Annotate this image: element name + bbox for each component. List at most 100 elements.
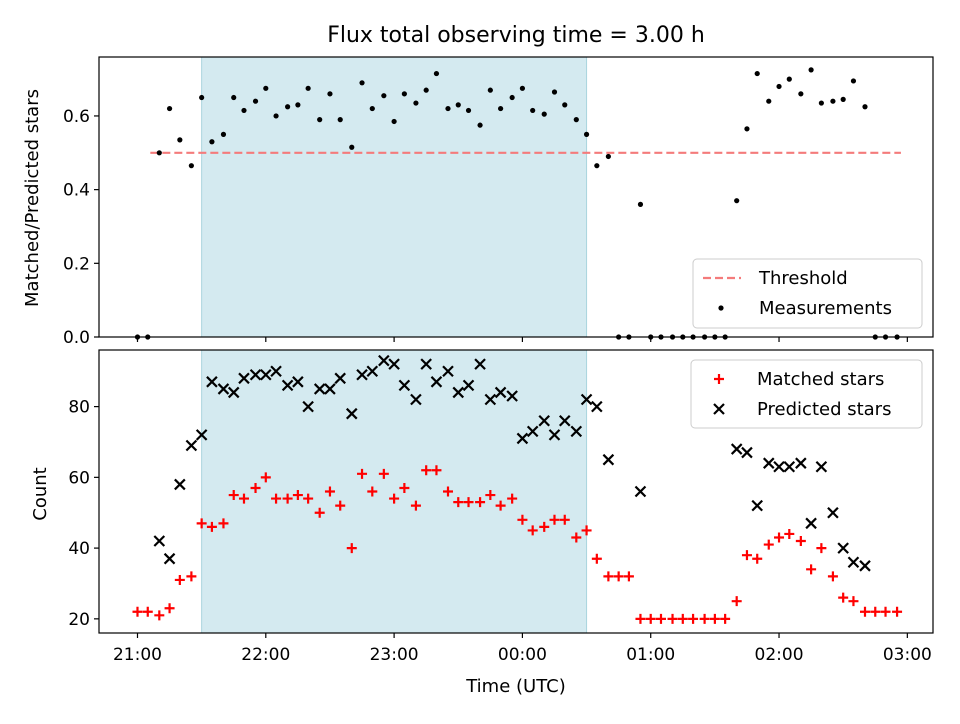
measurement-point xyxy=(188,163,194,169)
predicted-stars-point xyxy=(281,379,294,392)
matched-stars-point xyxy=(453,497,464,508)
matched-stars-point xyxy=(196,518,207,529)
legend-box xyxy=(690,359,923,429)
top-y-tick-label: 0.0 xyxy=(63,328,90,348)
predicted-stars-point xyxy=(847,556,860,569)
measurement-point xyxy=(381,93,387,99)
top-y-tick-label: 0.4 xyxy=(63,181,90,201)
measurement-point xyxy=(498,105,504,112)
predicted-stars-point xyxy=(313,383,326,395)
x-axis-label: Time (UTC) xyxy=(465,676,566,697)
measurement-point xyxy=(541,111,547,117)
predicted-stars-point xyxy=(474,358,486,370)
matched-stars-point xyxy=(827,571,838,582)
measurement-point xyxy=(754,70,760,77)
predicted-stars-point xyxy=(334,372,346,385)
legend-label: Matched stars xyxy=(757,369,884,390)
predicted-stars-point xyxy=(783,460,796,473)
measurement-point xyxy=(273,113,279,119)
predicted-stars-point xyxy=(634,485,647,498)
predicted-stars-point xyxy=(249,368,262,381)
matched-stars-point xyxy=(720,613,731,624)
predicted-stars-point xyxy=(538,414,551,427)
matched-stars-point xyxy=(880,606,891,617)
matched-stars-point xyxy=(367,486,378,497)
measurement-point xyxy=(305,85,311,91)
matched-stars-point xyxy=(485,490,496,501)
measurement-point xyxy=(445,105,451,112)
matched-stars-point xyxy=(357,468,368,479)
predicted-stars-point xyxy=(805,517,817,530)
matched-stars-point xyxy=(410,500,421,511)
matched-stars-point xyxy=(421,465,432,476)
matched-stars-point xyxy=(378,468,389,479)
matched-stars-point xyxy=(495,500,506,511)
matched-stars-point xyxy=(463,497,474,508)
matched-stars-point xyxy=(731,596,742,607)
legend-matched-swatch xyxy=(714,374,724,384)
top-y-tick-label: 0.2 xyxy=(63,254,90,274)
measurement-point xyxy=(583,131,590,137)
matched-stars-point xyxy=(324,486,335,497)
matched-stars-point xyxy=(688,613,699,624)
x-tick-label: 03:00 xyxy=(883,645,932,665)
matched-stars-point xyxy=(186,571,197,582)
x-tick-label: 01:00 xyxy=(626,645,675,665)
matched-stars-point xyxy=(399,482,410,493)
predicted-stars-point xyxy=(591,400,603,413)
predicted-stars-point xyxy=(324,383,336,395)
top-shaded-span xyxy=(201,56,588,338)
bottom-y-tick-label: 20 xyxy=(68,610,90,630)
measurement-point xyxy=(263,85,269,91)
measurement-point xyxy=(830,98,836,104)
predicted-stars-point xyxy=(185,439,198,452)
predicted-stars-point xyxy=(602,453,615,466)
matched-stars-point xyxy=(591,553,602,564)
matched-stars-point xyxy=(228,490,239,501)
measurement-point xyxy=(156,150,162,156)
x-tick-label: 22:00 xyxy=(241,645,290,665)
matched-stars-point xyxy=(507,493,518,504)
matched-stars-point xyxy=(475,497,486,508)
measurement-point xyxy=(573,117,579,123)
predicted-stars-point xyxy=(302,400,314,413)
measurement-point xyxy=(423,87,429,93)
matched-stars-point xyxy=(774,532,785,543)
matched-stars-point xyxy=(282,493,293,504)
predicted-stars-point xyxy=(420,358,432,370)
matched-stars-point xyxy=(250,482,261,493)
predicted-stars-point xyxy=(730,443,743,455)
measurement-point xyxy=(401,91,407,97)
measurement-point xyxy=(241,107,247,114)
x-tick-label: 21:00 xyxy=(113,645,162,665)
x-tick-label: 00:00 xyxy=(498,645,547,665)
predicted-stars-point xyxy=(430,376,443,388)
measurement-point xyxy=(177,137,183,143)
measurement-point xyxy=(509,94,515,101)
predicted-stars-point xyxy=(751,499,763,512)
predicted-stars-point xyxy=(410,393,422,406)
legend-label: Predicted stars xyxy=(757,399,891,420)
matched-stars-point xyxy=(741,550,752,561)
measurement-point xyxy=(327,91,333,97)
predicted-stars-point xyxy=(238,372,250,385)
matched-stars-point xyxy=(174,574,185,585)
predicted-stars-point xyxy=(570,425,583,438)
matched-stars-point xyxy=(816,543,827,554)
measurement-point xyxy=(252,98,259,104)
measurement-point xyxy=(551,89,558,95)
measurement-point xyxy=(433,70,440,77)
matched-stars-point xyxy=(892,606,903,617)
predicted-stars-point xyxy=(837,542,849,554)
matched-stars-point xyxy=(389,493,400,504)
matched-stars-point xyxy=(752,553,763,564)
bottom-y-tick-label: 80 xyxy=(68,398,90,418)
predicted-stars-point xyxy=(227,386,240,399)
measurement-point xyxy=(199,94,205,101)
matched-stars-point xyxy=(260,472,271,483)
top-y-axis-label: Matched/Predicted stars xyxy=(22,89,43,307)
predicted-stars-point xyxy=(356,368,368,381)
matched-stars-point xyxy=(838,592,849,603)
predicted-stars-point xyxy=(153,535,166,547)
bottom-y-tick-label: 40 xyxy=(68,539,90,559)
